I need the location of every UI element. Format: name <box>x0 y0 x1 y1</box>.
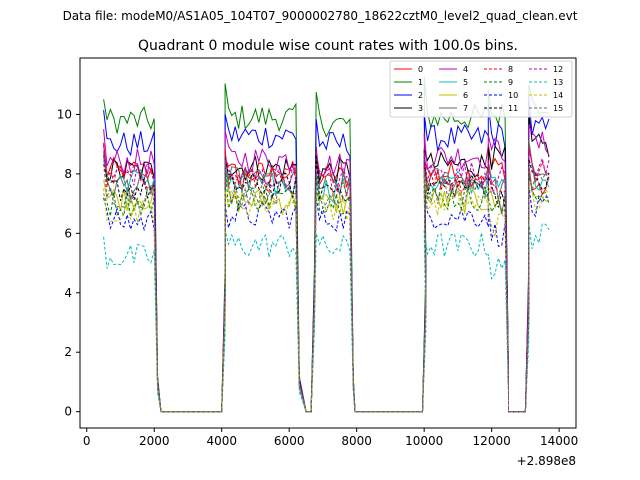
legend-label-9: 9 <box>508 78 513 87</box>
plot-frame <box>79 57 577 429</box>
x-tick-label: 12000 <box>473 434 511 448</box>
legend-label-6: 6 <box>463 91 468 100</box>
chart-title: Quadrant 0 module wise count rates with … <box>138 38 518 54</box>
legend-box <box>389 60 573 118</box>
legend-label-14: 14 <box>553 91 563 100</box>
y-tick-label: 8 <box>64 167 72 181</box>
axis-ticks: 0 2000 4000 6000 8000 10000 12000 14000 0 2 4 6 8 10 <box>57 107 579 448</box>
series-line-13 <box>103 222 550 413</box>
legend-label-10: 10 <box>508 91 518 100</box>
x-tick-label: 6000 <box>274 434 305 448</box>
series-line-3 <box>103 112 550 413</box>
legend-label-12: 12 <box>553 65 563 74</box>
x-tick-label: 0 <box>83 434 91 448</box>
series-line-11 <box>103 150 550 413</box>
legend-label-11: 11 <box>508 104 518 113</box>
series-line-10 <box>103 184 550 413</box>
series-line-9 <box>103 165 550 413</box>
x-tick-label: 2000 <box>139 434 170 448</box>
series-group <box>103 76 550 413</box>
chart-suptitle: Data file: modeM0/AS1A05_104T07_90000027… <box>63 9 578 23</box>
legend-label-15: 15 <box>553 104 563 113</box>
x-tick-label: 10000 <box>405 434 443 448</box>
x-tick-label: 14000 <box>540 434 578 448</box>
x-tick-label: 4000 <box>206 434 237 448</box>
legend-label-1: 1 <box>418 78 423 87</box>
y-tick-label: 4 <box>64 286 72 300</box>
y-tick-label: 6 <box>64 226 72 240</box>
legend-label-0: 0 <box>418 65 423 74</box>
series-line-6 <box>103 169 550 413</box>
x-tick-label: 8000 <box>341 434 372 448</box>
legend-label-5: 5 <box>463 78 468 87</box>
y-tick-label: 10 <box>57 107 72 121</box>
legend-label-8: 8 <box>508 65 513 74</box>
series-line-14 <box>103 170 550 413</box>
legend-label-3: 3 <box>418 104 423 113</box>
legend-label-7: 7 <box>463 104 468 113</box>
legend-label-2: 2 <box>418 91 423 100</box>
series-line-1 <box>103 76 550 413</box>
legend-label-13: 13 <box>553 78 563 87</box>
x-offset-label: +2.898e8 <box>517 454 576 468</box>
legend-label-4: 4 <box>463 65 468 74</box>
y-tick-label: 0 <box>64 405 72 419</box>
series-line-2 <box>103 96 550 413</box>
series-line-15 <box>103 159 550 413</box>
y-tick-label: 2 <box>64 345 72 359</box>
